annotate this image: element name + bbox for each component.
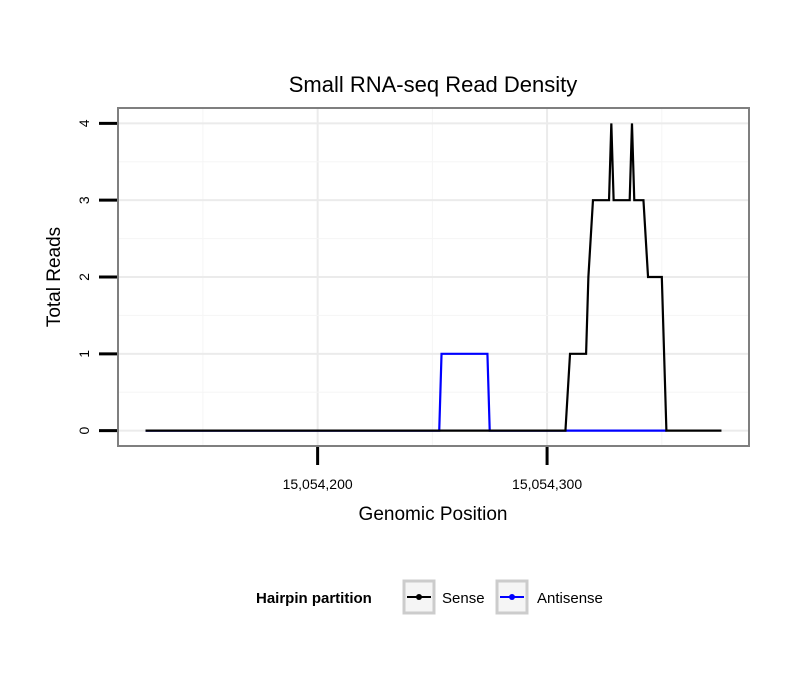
series-line-sense [145, 123, 722, 432]
plot-panel [117, 107, 750, 447]
x-tick-label: 15,054,200 [283, 476, 353, 492]
x-tick-label: 15,054,300 [512, 476, 582, 492]
legend-item-sense: Sense [402, 579, 485, 615]
y-tick-label: 1 [76, 350, 92, 358]
x-axis: 15,054,200 15,054,300 [283, 447, 582, 492]
x-axis-title: Genomic Position [359, 504, 508, 525]
legend-key-antisense-point [509, 594, 515, 600]
legend-item-antisense: Antisense [495, 579, 603, 615]
legend-label-antisense: Antisense [537, 590, 603, 607]
y-tick-label: 0 [76, 427, 92, 435]
chart-title: Small RNA-seq Read Density [289, 72, 578, 97]
y-axis: 0 1 2 3 4 [76, 119, 117, 435]
data-lines [145, 123, 722, 432]
y-axis-title: Total Reads [44, 227, 65, 327]
grid [118, 108, 749, 446]
legend-title: Hairpin partition [256, 590, 372, 607]
legend-key-sense-point [416, 594, 422, 600]
y-tick-label: 4 [76, 119, 92, 127]
legend: Hairpin partition Sense Antisense [256, 579, 603, 615]
plot-border [117, 107, 750, 447]
y-tick-label: 3 [76, 196, 92, 204]
y-tick-label: 2 [76, 273, 92, 281]
legend-label-sense: Sense [442, 590, 485, 607]
